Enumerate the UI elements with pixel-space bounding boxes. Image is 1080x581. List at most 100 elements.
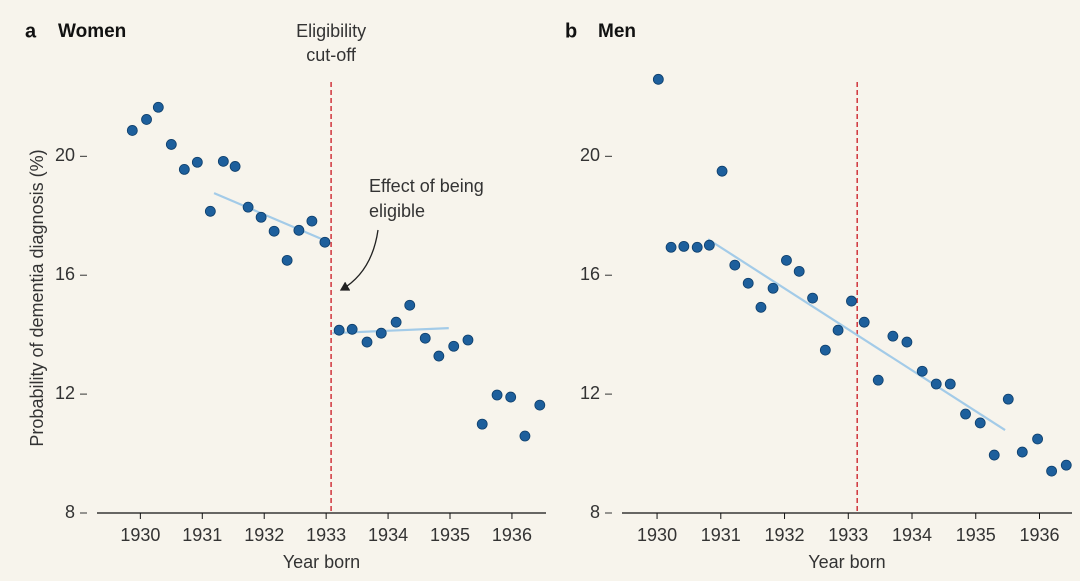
data-point (419, 332, 431, 344)
data-point (505, 391, 517, 403)
data-point (678, 240, 690, 252)
data-point (916, 365, 928, 377)
x-tick-label: 1930 (637, 525, 677, 545)
data-point (404, 299, 416, 311)
data-point (390, 316, 402, 328)
annotation-arrow (339, 229, 379, 291)
data-point (652, 73, 664, 85)
data-point (691, 241, 703, 253)
data-point (793, 265, 805, 277)
data-point (819, 344, 831, 356)
annotation: Effect of being (369, 176, 484, 196)
data-point (944, 378, 956, 390)
data-point (476, 418, 488, 430)
y-tick-label: 8 (65, 502, 75, 522)
data-point (462, 334, 474, 346)
y-tick-label: 16 (55, 264, 75, 284)
x-tick-label: 1931 (701, 525, 741, 545)
x-axis-label: Year born (808, 552, 885, 572)
data-point (491, 389, 503, 401)
data-point (375, 327, 387, 339)
y-tick-label: 12 (55, 383, 75, 403)
data-point (141, 114, 152, 125)
x-tick-label: 1933 (306, 525, 346, 545)
data-point (242, 201, 254, 213)
data-point (281, 254, 293, 266)
data-point (703, 239, 715, 251)
data-point (930, 378, 942, 390)
y-tick-label: 20 (580, 145, 600, 165)
data-point (361, 336, 373, 348)
data-point (716, 165, 728, 177)
data-point (1032, 433, 1043, 445)
x-tick-label: 1935 (956, 525, 996, 545)
data-point (887, 330, 899, 342)
data-point (872, 374, 884, 386)
data-point (807, 292, 818, 304)
y-tick-label: 16 (580, 264, 600, 284)
x-tick-label: 1936 (492, 525, 532, 545)
data-point (832, 324, 844, 336)
data-point (755, 301, 767, 313)
panel-title: Women (58, 21, 126, 42)
data-point (1016, 446, 1028, 458)
data-point (126, 125, 138, 136)
x-tick-label: 1931 (182, 525, 222, 545)
data-point (433, 350, 445, 362)
data-point (974, 417, 986, 429)
data-point (152, 101, 164, 113)
data-point (846, 295, 857, 307)
data-point (255, 211, 267, 223)
x-tick-label: 1935 (430, 525, 470, 545)
panel-letter: a (25, 20, 37, 42)
data-point (268, 225, 280, 237)
x-tick-label: 1933 (828, 525, 868, 545)
x-tick-label: 1934 (368, 525, 408, 545)
data-point (781, 254, 792, 266)
data-point (178, 163, 190, 175)
data-point (1002, 393, 1014, 405)
data-point (742, 277, 754, 289)
data-point (448, 340, 460, 352)
x-tick-label: 1932 (244, 525, 284, 545)
data-point (767, 282, 779, 294)
data-point (165, 139, 177, 150)
data-point (191, 156, 203, 168)
data-point (1046, 465, 1058, 477)
data-point (519, 430, 531, 442)
data-point (319, 236, 331, 248)
panel-title: Men (598, 21, 636, 42)
data-point (988, 449, 1000, 461)
cutoff-label: cut-off (306, 45, 357, 65)
y-tick-label: 20 (55, 145, 75, 165)
data-point (293, 224, 305, 236)
y-tick-label: 8 (590, 502, 600, 522)
data-point (858, 316, 870, 328)
data-point (333, 324, 345, 336)
x-axis-label: Year born (283, 552, 360, 572)
data-point (204, 205, 216, 217)
data-point (346, 323, 358, 335)
x-tick-label: 1932 (765, 525, 805, 545)
data-point (229, 161, 241, 172)
data-point (665, 241, 677, 253)
x-tick-label: 1930 (120, 525, 160, 545)
fit-line (707, 238, 1006, 431)
fit-line (213, 192, 330, 244)
panel-letter: b (565, 20, 577, 42)
y-axis-label: Probability of dementia diagnosis (%) (27, 149, 47, 446)
data-point (729, 259, 741, 271)
data-point (217, 155, 229, 167)
data-point (901, 336, 913, 348)
data-point (534, 399, 546, 411)
data-point (960, 408, 971, 420)
data-point (1060, 459, 1072, 471)
cutoff-label: Eligibility (296, 21, 366, 41)
data-point (306, 215, 318, 227)
x-tick-label: 1934 (892, 525, 932, 545)
annotation: eligible (369, 201, 425, 221)
x-tick-label: 1936 (1019, 525, 1059, 545)
